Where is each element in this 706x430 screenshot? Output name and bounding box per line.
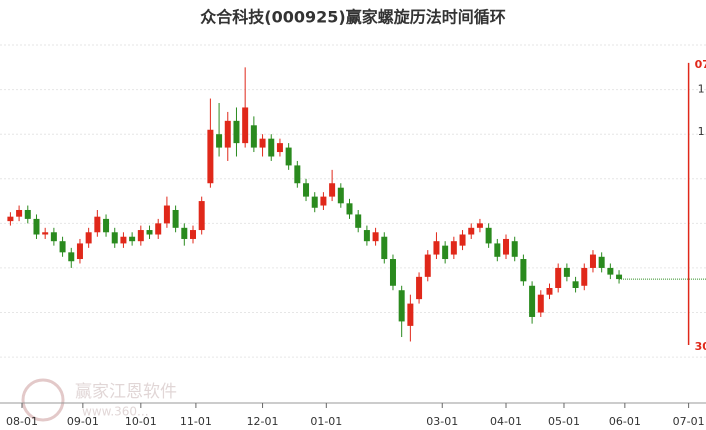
candle-body: [459, 234, 466, 246]
candle-body: [346, 203, 353, 215]
candle-body: [94, 216, 101, 233]
x-tick-label: 09-01: [67, 415, 99, 428]
candle-body: [59, 241, 66, 253]
watermark-logo: [21, 378, 65, 422]
candle-body: [555, 267, 562, 288]
candle-body: [24, 209, 31, 219]
candle-body: [33, 218, 40, 235]
candle-body: [129, 236, 136, 242]
candle-body: [607, 267, 614, 275]
candle-body: [442, 245, 449, 260]
candle-body: [198, 201, 205, 231]
candle-body: [137, 230, 144, 242]
candle-body: [224, 120, 231, 148]
candle-body: [424, 254, 431, 277]
candle-body: [85, 232, 92, 244]
candle-body: [407, 303, 414, 326]
candle-body: [581, 267, 588, 286]
candle-body: [216, 134, 223, 148]
candle-body: [111, 232, 118, 244]
candle-body: [537, 294, 544, 313]
candle-body: [50, 232, 57, 242]
candle-body: [207, 129, 214, 184]
candle-body: [468, 227, 475, 235]
candle-body: [520, 259, 527, 282]
candle-body: [242, 107, 249, 144]
cycle-bottom-label: 30: [695, 340, 706, 353]
x-tick-label: 07-01: [673, 415, 705, 428]
candle-body: [155, 223, 162, 235]
candle-body: [416, 276, 423, 300]
candle-body: [268, 138, 275, 157]
candle-body: [389, 259, 396, 286]
watermark: 赢家江恩软件 www.360...: [21, 378, 177, 422]
candle-body: [381, 236, 388, 260]
candle-body: [355, 214, 362, 228]
x-tick-label: 01-01: [310, 415, 342, 428]
candle-body: [233, 120, 240, 144]
candle-body: [494, 243, 501, 257]
candle-body: [337, 187, 344, 204]
x-tick-label: 10-01: [125, 415, 157, 428]
candle-body: [276, 143, 283, 153]
candle-body: [476, 223, 483, 228]
candle-body: [616, 274, 623, 280]
candle-body: [511, 241, 518, 257]
x-tick-label: 04-01: [490, 415, 522, 428]
candle-body: [485, 227, 492, 244]
candle-body: [146, 230, 153, 235]
x-tick-label: 11-01: [180, 415, 212, 428]
candle-body: [294, 165, 301, 184]
candle-body: [450, 241, 457, 255]
x-tick-label: 05-01: [548, 415, 580, 428]
candle-body: [7, 216, 14, 222]
candle-body: [120, 236, 127, 244]
candle-body: [503, 238, 510, 255]
candle-body: [68, 252, 75, 262]
candle-body: [285, 147, 292, 166]
candle-body: [329, 183, 336, 197]
x-tick-label: 08-01: [6, 415, 38, 428]
candle-body: [563, 267, 570, 277]
candle-body: [546, 287, 553, 295]
candle-body: [372, 232, 379, 242]
candle-body: [320, 196, 327, 206]
candle-body: [303, 183, 310, 197]
candle-body: [311, 196, 318, 208]
candle-body: [172, 209, 179, 228]
candle-body: [189, 230, 196, 239]
watermark-text: 赢家江恩软件: [75, 382, 177, 402]
watermark-url: www.360...: [82, 405, 149, 419]
side-label: 1: [698, 83, 705, 96]
candle-body: [163, 205, 170, 224]
candle-body: [250, 125, 257, 148]
candle-body: [529, 285, 536, 317]
candle-body: [181, 227, 188, 239]
candle-body: [572, 281, 579, 288]
candle-body: [433, 241, 440, 255]
candle-body: [42, 232, 49, 235]
candle-body: [76, 243, 83, 260]
x-tick-label: 12-01: [247, 415, 279, 428]
candle-body: [363, 230, 370, 242]
x-tick-label: 03-01: [426, 415, 458, 428]
x-tick-label: 06-01: [609, 415, 641, 428]
side-label: 1: [698, 125, 705, 138]
cycle-top-label: 07: [695, 58, 706, 71]
candle-body: [398, 290, 405, 322]
candle-body: [598, 256, 605, 268]
chart-title: 众合科技(000925)赢家螺旋历法时间循环: [200, 8, 505, 27]
candle-body: [589, 254, 596, 268]
candle-body: [16, 209, 23, 217]
candle-body: [259, 138, 266, 148]
candle-body: [103, 218, 110, 233]
